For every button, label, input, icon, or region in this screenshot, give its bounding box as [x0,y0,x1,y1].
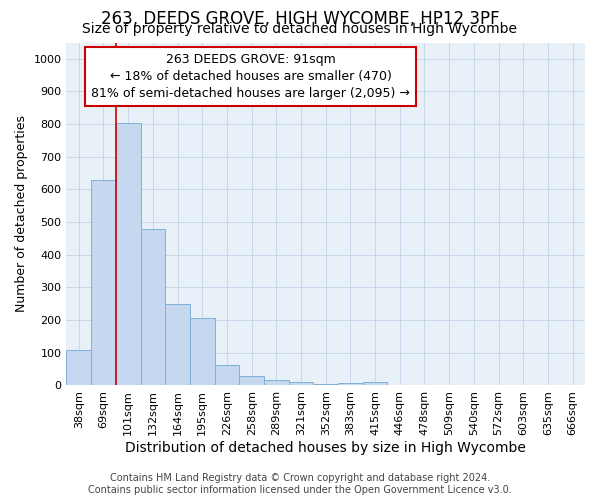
Bar [289,382,313,386]
X-axis label: Distribution of detached houses by size in High Wycombe: Distribution of detached houses by size … [125,441,526,455]
Bar [116,122,140,386]
Text: 263, DEEDS GROVE, HIGH WYCOMBE, HP12 3PF: 263, DEEDS GROVE, HIGH WYCOMBE, HP12 3PF [101,10,499,28]
Bar [140,228,165,386]
Bar [264,380,289,386]
Bar [313,384,338,386]
Bar [165,304,190,386]
Text: Contains HM Land Registry data © Crown copyright and database right 2024.
Contai: Contains HM Land Registry data © Crown c… [88,474,512,495]
Text: 263 DEEDS GROVE: 91sqm
← 18% of detached houses are smaller (470)
81% of semi-de: 263 DEEDS GROVE: 91sqm ← 18% of detached… [91,53,410,100]
Text: Size of property relative to detached houses in High Wycombe: Size of property relative to detached ho… [83,22,517,36]
Bar [91,180,116,386]
Bar [363,382,388,386]
Bar [239,376,264,386]
Bar [338,383,363,386]
Bar [190,318,215,386]
Bar [215,365,239,386]
Y-axis label: Number of detached properties: Number of detached properties [15,116,28,312]
Bar [67,350,91,386]
